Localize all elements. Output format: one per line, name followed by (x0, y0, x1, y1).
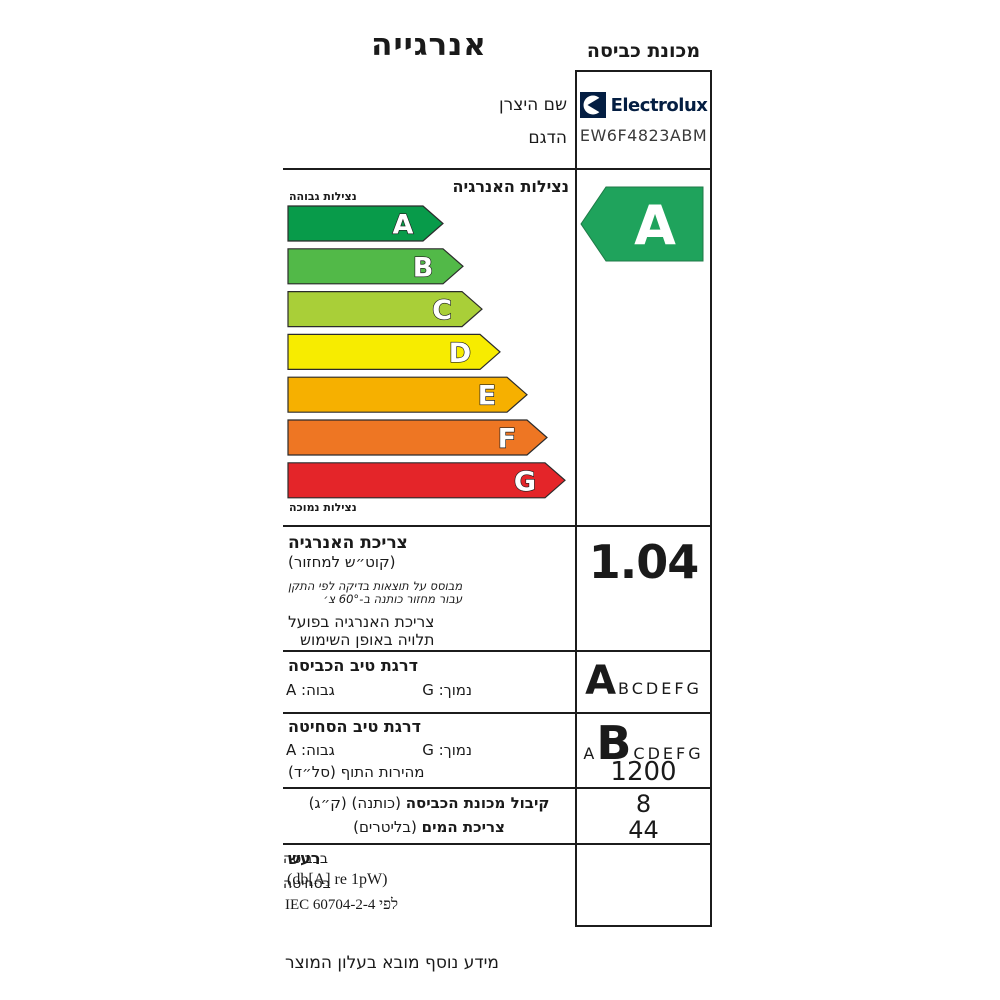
efficiency-bar-letter-g: G (514, 466, 536, 497)
efficiency-bar-letter-e: E (478, 381, 496, 412)
appliance-title: מכונת כביסה (586, 40, 701, 62)
wash-high-label: גבוה: A (286, 681, 335, 699)
consumption-actual: צריכת האנרגיה בפועל תלויה באופן השימוש (288, 613, 434, 649)
wash-quality-scale-line: גבוה: A נמוך: G (286, 681, 472, 699)
brand-name: Electrolux (610, 94, 708, 116)
wash-grade-scale: BCDEFG (618, 679, 702, 698)
rated-grade-arrow-shape (580, 186, 704, 262)
capacity-label-paren: (כותנה) (ק״ג) (308, 794, 401, 812)
low-efficiency-label: נצילות נמוכה (289, 501, 357, 514)
divider-wash-bottom (283, 712, 712, 714)
manufacturer-label: שם היצרן (499, 95, 567, 115)
divider-spin-bottom (283, 787, 712, 789)
consumption-value: 1.04 (588, 535, 699, 589)
efficiency-bar-g (287, 462, 566, 499)
energy-consumption-section: צריכת האנרגיה (קוט״ש למחזור) מבוסס על תו… (283, 525, 575, 650)
efficiency-bar-a (287, 205, 444, 242)
spin-grade-scale-after: CDEFG (633, 744, 704, 763)
spin-quality-title: דרגת טיב הסחיטה (288, 717, 422, 736)
high-efficiency-label: נצילות גבוהה (289, 190, 357, 203)
water-line: צריכת המים (בליטרים) (283, 818, 575, 836)
wash-grade-cell: A BCDEFG (575, 661, 712, 701)
capacity-line: קיבול מכונת הכביסה (כותנה) (ק״ג) (283, 794, 575, 812)
spin-low-label: נמוך: G (422, 741, 472, 759)
spin-high-label: גבוה: A (286, 741, 335, 759)
consumption-note: מבוסס על תוצאות בדיקה לפי התקן עבור מחזו… (288, 580, 462, 606)
capacity-label: קיבול מכונת הכביסה (405, 794, 550, 812)
divider-arrows-bottom (283, 525, 712, 527)
consumption-actual-line1: צריכת האנרגיה בפועל (288, 613, 435, 631)
capacity-value: 8 (635, 790, 652, 818)
rated-grade-arrow: A (580, 186, 704, 262)
consumption-value-cell: 1.04 (575, 535, 712, 589)
spin-quality-scale-line: גבוה: A נמוך: G (286, 741, 472, 759)
wash-quality-section: דרגת טיב הכביסה גבוה: A נמוך: G (283, 650, 575, 712)
efficiency-bar-letter-d: D (449, 338, 471, 369)
electrolux-logo-icon (579, 92, 606, 118)
drum-speed-label: מהירות התוף (סל״ד) (288, 763, 425, 781)
column-divider (575, 70, 577, 927)
efficiency-bar-letter-c: C (432, 295, 452, 326)
noise-title: רעש (288, 849, 321, 868)
manufacturer-box: Electrolux EW6F4823ABM (575, 70, 712, 168)
water-label: צריכת המים (421, 818, 505, 836)
water-value: 44 (628, 816, 659, 844)
wash-grade-letter: A (585, 658, 617, 704)
divider-header-bottom (283, 168, 712, 170)
divider-appliance-underline (575, 70, 712, 72)
page-title: אנרגייה (371, 27, 487, 63)
efficiency-bar-e (287, 376, 528, 413)
spin-speed-value: 1200 (610, 757, 677, 787)
consumption-actual-line2: תלויה באופן השימוש (300, 631, 435, 649)
divider-noise-bottom (575, 925, 712, 927)
efficiency-bar-letter-a: A (393, 210, 414, 241)
footer-note: מידע נוסף מובא בעלון המוצר (285, 953, 499, 973)
water-label-paren: (בליטרים) (353, 818, 417, 836)
efficiency-bar-letter-f: F (498, 424, 516, 455)
efficiency-bar-letter-b: B (413, 252, 434, 283)
efficiency-header: נצילות האנרגיה (452, 177, 569, 196)
divider-consumption-bottom (283, 650, 712, 652)
spin-grade-scale-before: A (583, 744, 595, 763)
noise-washing-label: בכביסה (283, 851, 328, 867)
divider-capacity-bottom (283, 843, 712, 845)
noise-standard: לפי IEC 60704-2-4 (285, 897, 398, 913)
efficiency-bar-b (287, 248, 464, 285)
wash-low-label: נמוך: G (422, 681, 472, 699)
spin-grade-cell: A B CDEFG (575, 720, 712, 766)
brand-logo-row: Electrolux (575, 92, 712, 118)
right-border (710, 70, 712, 927)
noise-unit: (db[A] re 1pW) (287, 871, 388, 888)
energy-label: אנרגייה מכונת כביסה שם היצרן הדגם Electr… (283, 25, 712, 977)
noise-section: רעש (db[A] re 1pW) לפי IEC 60704-2-4 בכב… (283, 843, 575, 925)
spin-grade-letter: B (596, 716, 632, 770)
consumption-unit: (קוט״ש למחזור) (288, 553, 396, 571)
efficiency-bar-f (287, 419, 548, 456)
efficiency-bar-d (287, 333, 501, 370)
efficiency-bar-c (287, 290, 483, 328)
rated-grade-letter: A (634, 194, 676, 257)
noise-spinning-label: בסחיטה (283, 876, 331, 892)
consumption-note-line1: מבוסס על תוצאות בדיקה לפי התקן (288, 579, 463, 593)
consumption-note-line2: עבור מחזור כותנה ב-60° צ׳ (323, 592, 463, 606)
model-label: הדגם (528, 128, 567, 148)
spin-quality-section: דרגת טיב הסחיטה גבוה: A נמוך: G מהירות ה… (283, 712, 575, 787)
consumption-title: צריכת האנרגיה (288, 533, 408, 553)
wash-quality-title: דרגת טיב הכביסה (288, 656, 418, 675)
model-number: EW6F4823ABM (579, 126, 708, 145)
